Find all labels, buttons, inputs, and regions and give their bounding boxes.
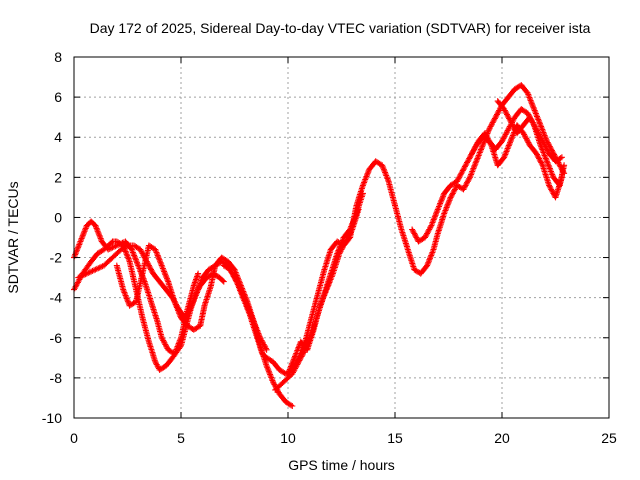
series-markers bbox=[469, 122, 565, 201]
x-tick-label: 20 bbox=[494, 430, 510, 446]
x-tick-label: 5 bbox=[177, 430, 185, 446]
y-tick-label: -8 bbox=[50, 370, 63, 386]
data-layer bbox=[71, 82, 568, 409]
y-tick-label: 0 bbox=[54, 209, 62, 225]
y-tick-label: -10 bbox=[42, 410, 62, 426]
y-tick-label: -2 bbox=[50, 250, 63, 266]
series-trace-10 bbox=[469, 122, 565, 201]
series-trace-7 bbox=[285, 206, 362, 377]
x-tick-label: 25 bbox=[601, 430, 617, 446]
y-tick-label: 6 bbox=[54, 89, 62, 105]
x-tick-label: 15 bbox=[387, 430, 403, 446]
grid bbox=[74, 57, 609, 418]
series-markers bbox=[285, 206, 362, 377]
x-tick-label: 0 bbox=[70, 430, 78, 446]
axis-ticks: 0 5 10 15 20 25 -10 -8 -6 -4 -2 0 2 4 6 8 bbox=[42, 49, 617, 446]
y-tick-label: -4 bbox=[50, 290, 63, 306]
y-tick-label: 8 bbox=[54, 49, 62, 65]
plot-frame bbox=[73, 56, 610, 419]
series-trace-11 bbox=[494, 98, 565, 165]
series-markers bbox=[494, 98, 565, 165]
x-tick-label: 10 bbox=[280, 430, 296, 446]
y-tick-label: 4 bbox=[54, 129, 62, 145]
x-axis-label: GPS time / hours bbox=[288, 457, 395, 473]
chart-title: Day 172 of 2025, Sidereal Day-to-day VTE… bbox=[90, 20, 591, 36]
y-tick-label: 2 bbox=[54, 169, 62, 185]
y-axis-label: SDTVAR / TECUs bbox=[5, 181, 21, 293]
y-tick-label: -6 bbox=[50, 330, 63, 346]
